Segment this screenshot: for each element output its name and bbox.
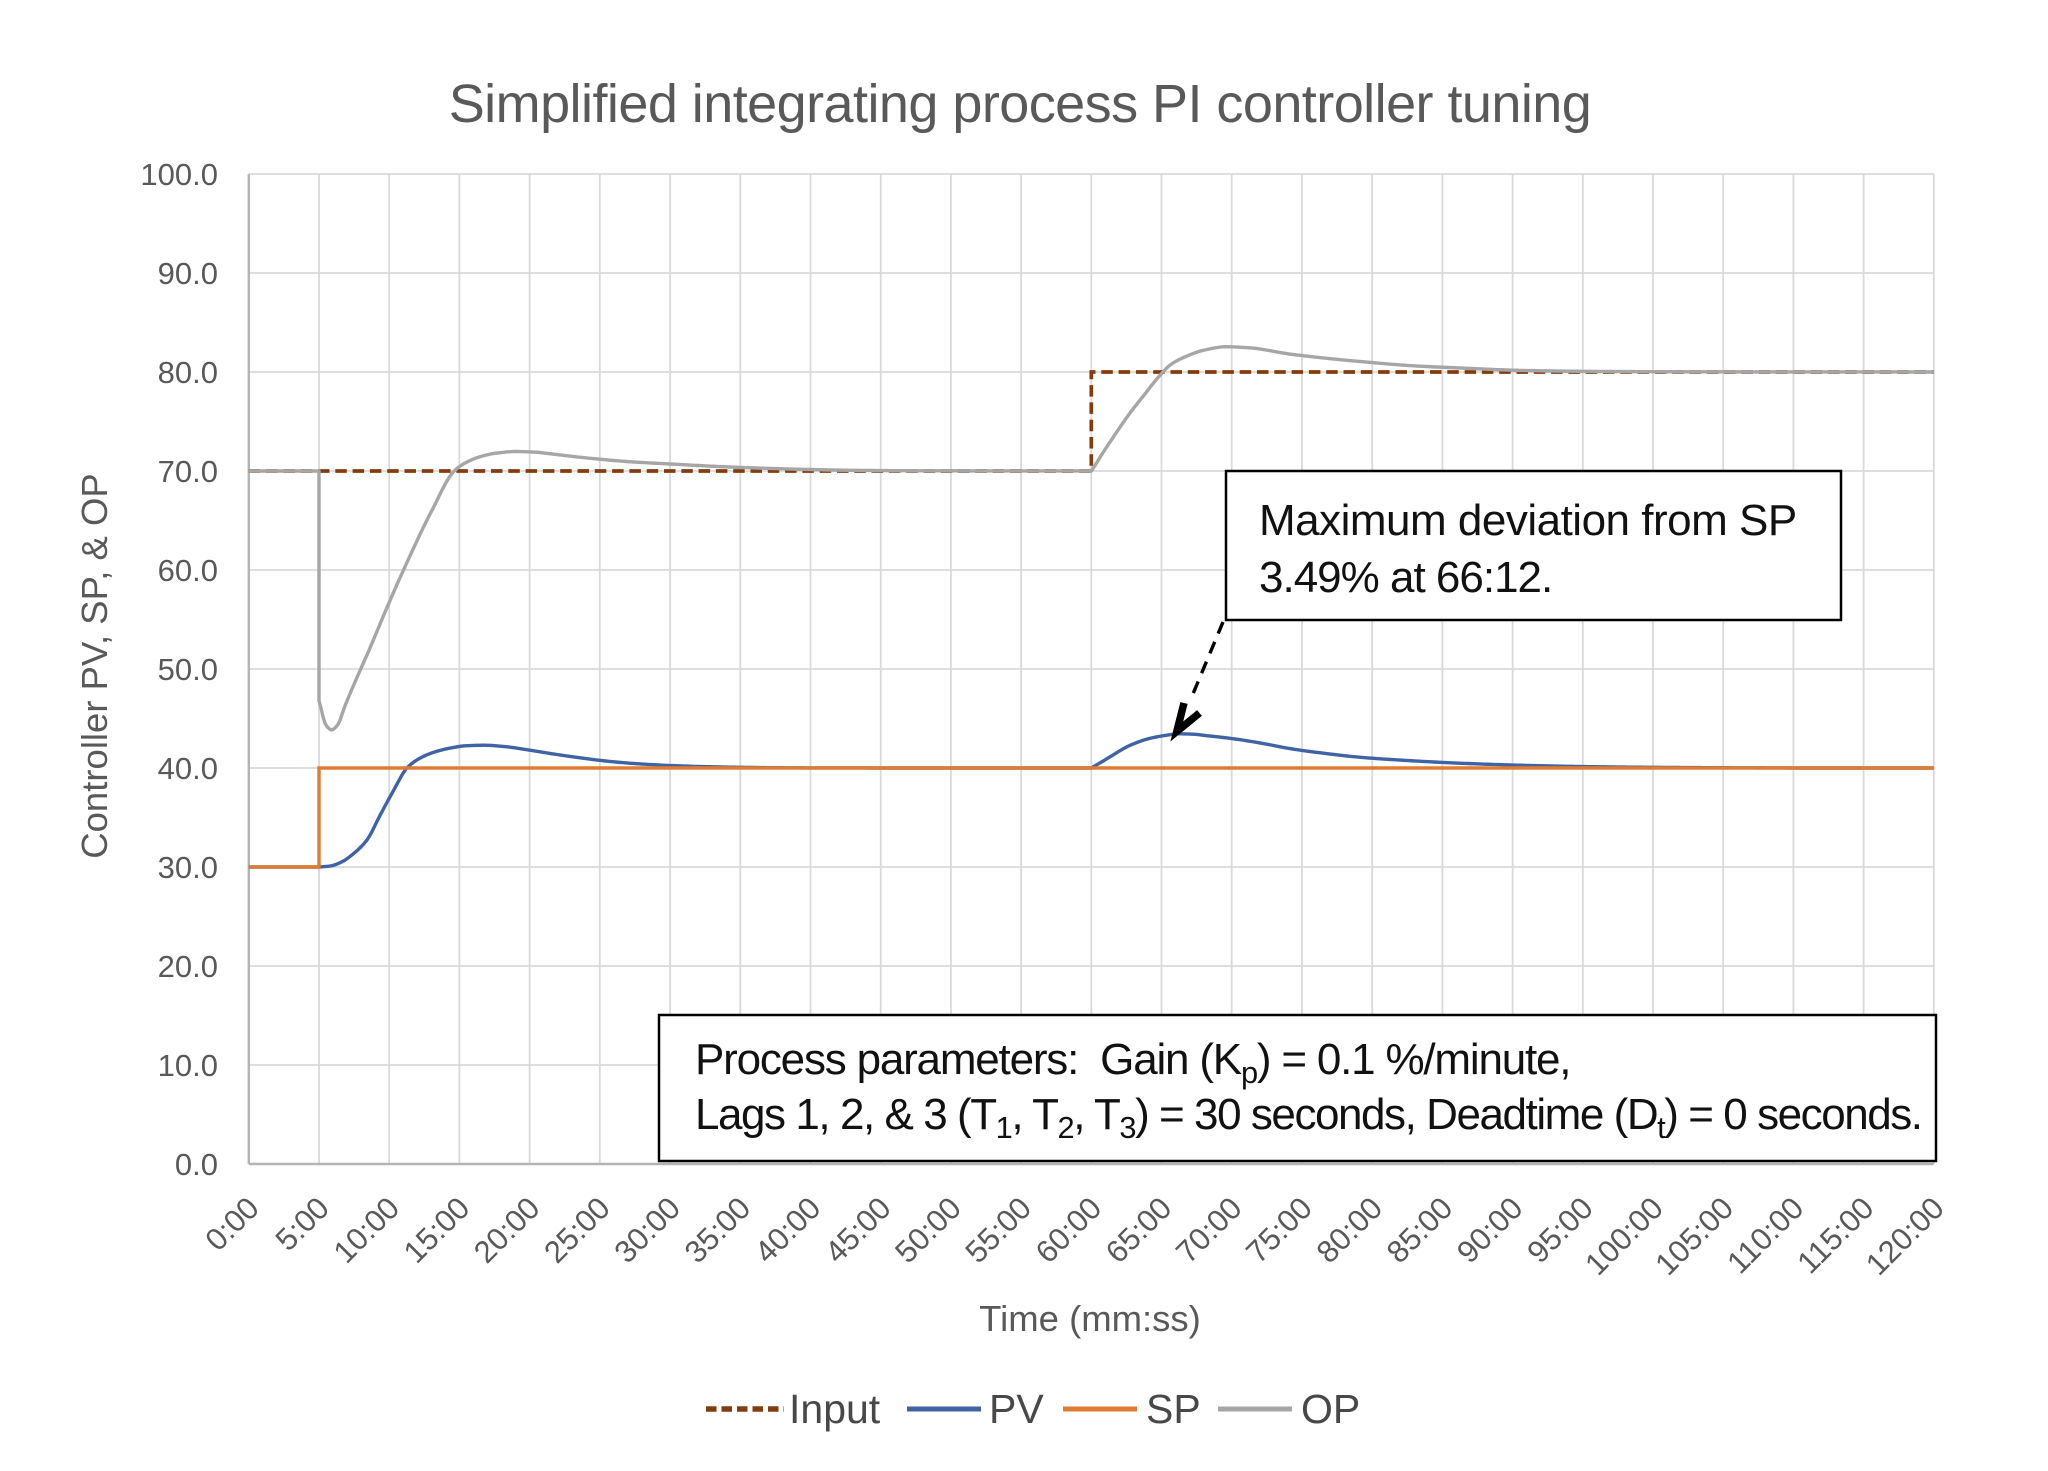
svg-text:40.0: 40.0: [158, 751, 218, 786]
svg-text:90.0: 90.0: [158, 256, 218, 291]
svg-text:70.0: 70.0: [158, 454, 218, 489]
svg-text:Lags 1, 2, & 3 (T1, T2, T3) =: Lags 1, 2, & 3 (T1, T2, T3) = 30 seconds…: [695, 1090, 1922, 1145]
svg-text:20.0: 20.0: [158, 949, 218, 984]
svg-text:Process parameters: Gain (Kp): Process parameters: Gain (Kp) = 0.1 %/mi…: [695, 1035, 1570, 1090]
svg-text:100.0: 100.0: [140, 157, 218, 192]
svg-text:Time (mm:ss): Time (mm:ss): [979, 1298, 1201, 1339]
svg-text:SP: SP: [1146, 1386, 1201, 1432]
svg-text:60.0: 60.0: [158, 553, 218, 588]
svg-text:10.0: 10.0: [158, 1048, 218, 1083]
svg-text:PV: PV: [989, 1386, 1044, 1432]
svg-text:3.49% at 66:12.: 3.49% at 66:12.: [1259, 553, 1552, 602]
svg-text:Controller PV, SP, & OP: Controller PV, SP, & OP: [74, 473, 115, 858]
svg-text:OP: OP: [1301, 1386, 1360, 1432]
svg-text:50.0: 50.0: [158, 652, 218, 687]
svg-text:80.0: 80.0: [158, 355, 218, 390]
svg-text:30.0: 30.0: [158, 850, 218, 885]
svg-text:Input: Input: [789, 1386, 881, 1432]
svg-text:Maximum deviation from SP: Maximum deviation from SP: [1259, 496, 1797, 545]
svg-text:0.0: 0.0: [175, 1147, 218, 1182]
svg-text:Simplified integrating process: Simplified integrating process PI contro…: [449, 74, 1592, 134]
